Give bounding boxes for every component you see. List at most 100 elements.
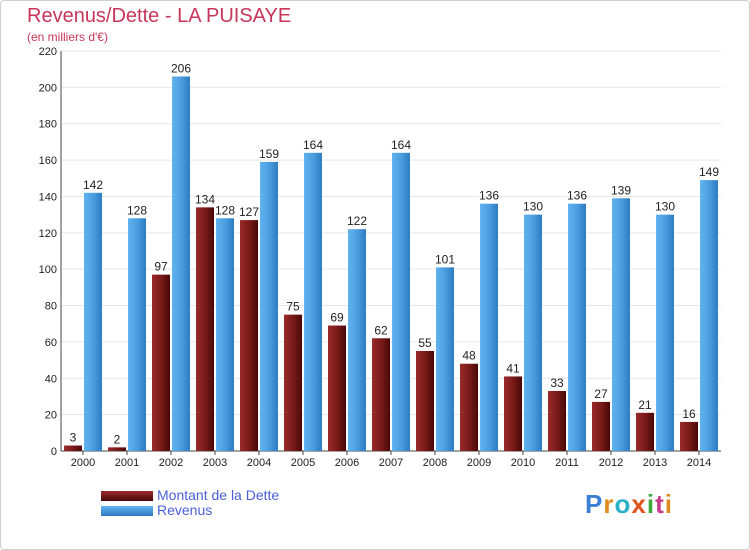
- bar-revenue: [480, 203, 498, 451]
- x-tick-label: 2005: [291, 457, 315, 469]
- bar-debt: [636, 412, 654, 451]
- bar-debt: [240, 220, 258, 451]
- data-label-debt: 134: [195, 192, 215, 206]
- bar-debt: [416, 351, 434, 451]
- data-label-revenue: 128: [215, 203, 235, 217]
- legend-label-debt: Montant de la Dette: [157, 487, 280, 503]
- y-tick-label: 160: [39, 155, 57, 167]
- y-tick-label: 20: [45, 410, 57, 422]
- data-label-revenue: 164: [303, 138, 323, 152]
- data-label-debt: 16: [682, 407, 696, 421]
- proxiti-logo: Proxiti: [585, 489, 673, 520]
- bar-revenue: [436, 267, 454, 451]
- chart-title: Revenus/Dette - LA PUISAYE: [27, 5, 292, 27]
- labels-layer: 0 20 40 60 80 100 120 140 160 180 200 220 2000 3 142 20…: [39, 46, 720, 469]
- bar-debt: [548, 391, 566, 451]
- x-tick-label: 2004: [247, 457, 271, 469]
- data-label-debt: 75: [286, 300, 300, 314]
- legend: Montant de la Dette Revenus: [101, 488, 279, 518]
- x-tick-label: 2007: [379, 457, 403, 469]
- x-tick-label: 2008: [423, 457, 447, 469]
- logo-letter: t: [655, 489, 665, 519]
- logo-letter: o: [614, 489, 632, 519]
- x-tick-label: 2006: [335, 457, 359, 469]
- bar-debt: [284, 314, 302, 451]
- data-label-revenue: 142: [83, 178, 103, 192]
- x-tick-label: 2000: [71, 457, 95, 469]
- data-label-revenue: 130: [655, 200, 675, 214]
- y-tick-label: 40: [45, 373, 57, 385]
- data-label-revenue: 130: [523, 200, 543, 214]
- x-tick-label: 2003: [203, 457, 227, 469]
- bar-debt: [680, 421, 698, 451]
- bar-revenue: [128, 218, 146, 451]
- bar-debt: [152, 274, 170, 451]
- data-label-revenue: 159: [259, 147, 279, 161]
- data-label-debt: 27: [594, 387, 608, 401]
- x-tick-label: 2010: [511, 457, 535, 469]
- x-tick-label: 2011: [555, 457, 579, 469]
- data-label-debt: 127: [239, 205, 259, 219]
- data-label-revenue: 139: [611, 183, 631, 197]
- y-tick-label: 60: [45, 337, 57, 349]
- data-label-debt: 55: [418, 336, 432, 350]
- data-label-debt: 2: [114, 432, 121, 446]
- x-tick-label: 2012: [599, 457, 623, 469]
- x-tick-label: 2014: [687, 457, 711, 469]
- bar-debt: [460, 363, 478, 451]
- legend-swatch-debt: [101, 490, 153, 501]
- bar-debt: [504, 376, 522, 451]
- bar-revenue: [172, 76, 190, 452]
- chart-subtitle: (en milliers d'€): [27, 30, 108, 44]
- bar-revenue: [392, 152, 410, 451]
- y-tick-label: 120: [39, 228, 57, 240]
- bars-layer: [64, 76, 718, 452]
- data-label-revenue: 206: [171, 61, 191, 75]
- bar-debt: [196, 207, 214, 451]
- data-label-debt: 97: [154, 260, 168, 274]
- data-label-revenue: 136: [567, 189, 587, 203]
- data-label-revenue: 101: [435, 252, 455, 266]
- data-label-debt: 62: [374, 323, 388, 337]
- legend-item-revenue: Revenus: [101, 503, 279, 518]
- logo-letter: x: [631, 489, 647, 519]
- bar-revenue: [568, 203, 586, 451]
- data-label-debt: 69: [330, 311, 344, 325]
- y-tick-label: 80: [45, 301, 57, 313]
- bar-revenue: [656, 214, 674, 451]
- logo-letter: i: [664, 489, 673, 519]
- x-tick-label: 2009: [467, 457, 491, 469]
- data-label-debt: 41: [506, 361, 520, 375]
- y-tick-label: 180: [39, 119, 57, 131]
- data-label-revenue: 164: [391, 138, 411, 152]
- bar-debt: [372, 338, 390, 451]
- y-tick-label: 0: [51, 446, 57, 458]
- legend-item-debt: Montant de la Dette: [101, 488, 279, 503]
- y-tick-label: 100: [39, 264, 57, 276]
- x-tick-label: 2001: [115, 457, 139, 469]
- legend-label-revenue: Revenus: [157, 502, 213, 518]
- y-tick-label: 220: [39, 46, 57, 58]
- bar-revenue: [524, 214, 542, 451]
- bar-debt: [328, 325, 346, 451]
- bar-revenue: [260, 161, 278, 451]
- logo-letter: r: [603, 489, 615, 519]
- data-label-debt: 48: [462, 349, 476, 363]
- bar-revenue: [612, 198, 630, 451]
- bar-revenue: [348, 229, 366, 451]
- grid-layer: [60, 50, 721, 455]
- bar-debt: [64, 445, 82, 451]
- y-tick-label: 200: [39, 82, 57, 94]
- logo-letter: i: [646, 489, 656, 519]
- y-tick-label: 140: [39, 191, 57, 203]
- bar-revenue: [216, 218, 234, 451]
- bar-debt: [592, 401, 610, 451]
- legend-swatch-revenue: [101, 505, 153, 516]
- logo-letter: P: [585, 489, 604, 519]
- data-label-debt: 21: [638, 398, 652, 412]
- bar-revenue: [304, 152, 322, 451]
- bar-debt: [108, 447, 126, 451]
- x-tick-label: 2002: [159, 457, 183, 469]
- bar-revenue: [84, 192, 102, 451]
